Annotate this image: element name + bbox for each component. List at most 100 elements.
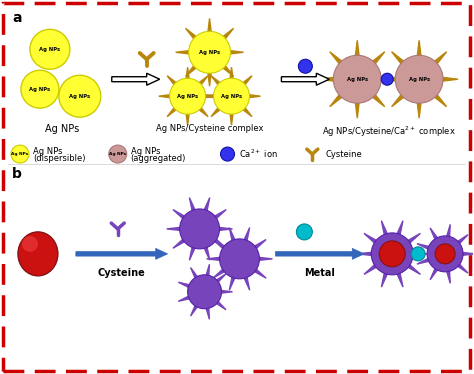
Polygon shape [202, 197, 210, 215]
Text: Ca$^{2+}$ ion: Ca$^{2+}$ ion [238, 148, 277, 160]
Polygon shape [202, 242, 210, 260]
Circle shape [296, 224, 312, 240]
Polygon shape [167, 76, 180, 88]
Polygon shape [191, 267, 200, 282]
Text: Ag NPs: Ag NPs [409, 77, 430, 82]
Text: Ag NPs: Ag NPs [69, 94, 91, 99]
Polygon shape [213, 298, 226, 310]
Polygon shape [176, 50, 194, 55]
Text: Cysteine: Cysteine [98, 268, 146, 278]
Text: Ag NPs: Ag NPs [45, 124, 79, 134]
Polygon shape [219, 62, 234, 76]
Text: Ag NPs: Ag NPs [131, 147, 160, 156]
Polygon shape [395, 268, 403, 287]
Polygon shape [404, 261, 420, 275]
Polygon shape [430, 52, 447, 68]
Polygon shape [229, 67, 234, 83]
Polygon shape [210, 209, 226, 222]
Circle shape [395, 55, 443, 103]
Polygon shape [207, 18, 212, 37]
Circle shape [219, 239, 259, 279]
Polygon shape [382, 221, 389, 240]
FancyArrow shape [275, 248, 364, 259]
Polygon shape [357, 252, 376, 256]
Circle shape [333, 55, 381, 103]
Circle shape [11, 145, 29, 163]
Polygon shape [229, 273, 237, 290]
Text: Ag NPs/Cysteine complex: Ag NPs/Cysteine complex [156, 124, 264, 133]
Polygon shape [364, 261, 381, 275]
Polygon shape [217, 290, 233, 294]
Text: Cysteine: Cysteine [325, 150, 362, 159]
Polygon shape [186, 67, 190, 83]
Text: Ag NPs: Ag NPs [11, 152, 28, 156]
Polygon shape [229, 227, 237, 245]
Text: Ag NPs: Ag NPs [29, 87, 50, 92]
FancyArrow shape [282, 73, 329, 85]
Text: a: a [12, 11, 21, 25]
Polygon shape [446, 267, 450, 283]
Polygon shape [245, 94, 260, 98]
Polygon shape [186, 110, 190, 125]
Circle shape [298, 59, 312, 73]
Polygon shape [395, 221, 403, 240]
Polygon shape [201, 94, 217, 98]
Polygon shape [196, 104, 208, 117]
Polygon shape [430, 264, 440, 280]
Polygon shape [191, 302, 200, 316]
Circle shape [30, 29, 70, 69]
Polygon shape [219, 28, 234, 43]
FancyArrow shape [112, 73, 160, 85]
Text: Ag NPs: Ag NPs [33, 147, 63, 156]
Polygon shape [242, 227, 250, 245]
Polygon shape [430, 228, 440, 243]
Circle shape [180, 209, 219, 249]
Polygon shape [229, 110, 234, 125]
Polygon shape [355, 97, 360, 118]
Polygon shape [380, 77, 401, 82]
Polygon shape [417, 257, 433, 264]
Polygon shape [364, 233, 381, 246]
Polygon shape [392, 52, 408, 68]
Text: Ag NPs: Ag NPs [39, 47, 61, 52]
Text: Ag NPs/Cysteine/Ca$^{2+}$ complex: Ag NPs/Cysteine/Ca$^{2+}$ complex [322, 124, 456, 138]
Circle shape [188, 275, 221, 309]
Polygon shape [355, 40, 360, 61]
Circle shape [22, 236, 38, 252]
Polygon shape [159, 94, 174, 98]
Circle shape [189, 31, 230, 73]
Polygon shape [210, 236, 226, 248]
Circle shape [109, 145, 127, 163]
Polygon shape [190, 197, 197, 215]
Text: Ag NPs: Ag NPs [177, 94, 198, 99]
Polygon shape [173, 236, 189, 248]
Ellipse shape [18, 232, 58, 276]
Polygon shape [330, 90, 346, 107]
Polygon shape [392, 90, 408, 107]
Polygon shape [446, 224, 450, 241]
Polygon shape [173, 209, 189, 222]
Polygon shape [250, 239, 266, 252]
Text: Ag NPs: Ag NPs [199, 50, 220, 55]
Polygon shape [202, 94, 218, 98]
Polygon shape [458, 252, 474, 256]
Circle shape [21, 70, 59, 108]
Polygon shape [368, 52, 385, 68]
Circle shape [59, 75, 101, 117]
Polygon shape [454, 261, 468, 273]
Polygon shape [330, 52, 346, 68]
Polygon shape [404, 233, 420, 246]
Polygon shape [186, 62, 200, 76]
Text: Ag NPs: Ag NPs [109, 152, 127, 156]
Polygon shape [213, 239, 228, 252]
Polygon shape [437, 77, 458, 82]
Circle shape [381, 73, 393, 85]
Polygon shape [196, 76, 208, 88]
Polygon shape [225, 50, 244, 55]
Circle shape [411, 247, 425, 261]
Polygon shape [240, 76, 252, 88]
Text: Metal: Metal [304, 268, 335, 278]
Polygon shape [430, 90, 447, 107]
Polygon shape [417, 243, 433, 251]
Polygon shape [211, 104, 223, 117]
